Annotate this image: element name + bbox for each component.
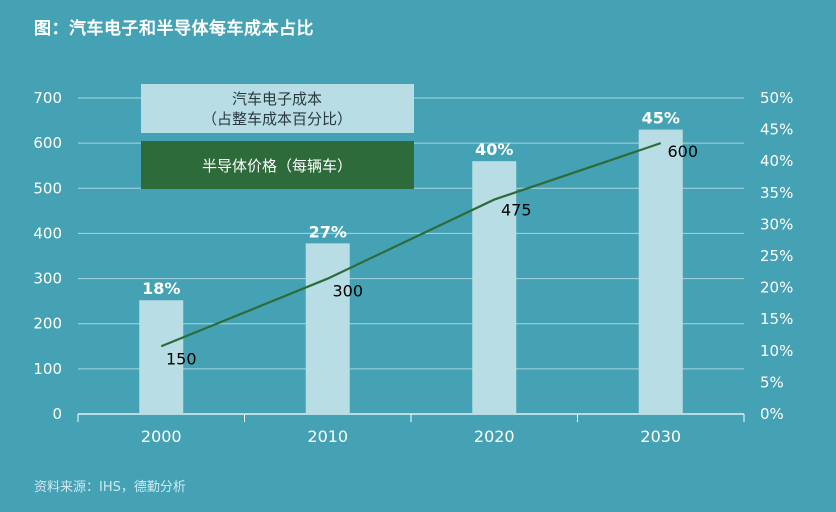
- y-left-tick-label: 700: [33, 89, 62, 107]
- line-series: [160, 142, 662, 348]
- y-right-tick-label: 15%: [760, 310, 793, 328]
- y-right-tick-label: 0%: [760, 405, 784, 423]
- x-tick-label: 2010: [307, 427, 348, 446]
- y-left-tick-label: 500: [33, 179, 62, 197]
- legend-bar-label: 汽车电子成本: [232, 90, 322, 108]
- y-left-tick-label: 200: [33, 315, 62, 333]
- legend-line-label: 半导体价格（每辆车）: [202, 157, 352, 175]
- y-right-tick-label: 10%: [760, 342, 793, 360]
- y-left-tick-label: 100: [33, 360, 62, 378]
- y-right-tick-label: 45%: [760, 121, 793, 139]
- y-right-tick-label: 20%: [760, 279, 793, 297]
- y-left-tick-label: 600: [33, 134, 62, 152]
- x-tick-label: 2000: [141, 427, 182, 446]
- chart-title: 图：汽车电子和半导体每车成本占比: [34, 19, 314, 39]
- source-note: 资料来源：IHS，德勤分析: [34, 480, 186, 495]
- bar-data-label: 27%: [309, 222, 347, 241]
- line-data-label: 300: [332, 282, 363, 301]
- y-right-tick-label: 25%: [760, 247, 793, 265]
- line-data-label: 600: [667, 142, 698, 161]
- bar: [139, 300, 184, 414]
- bar-data-label: 45%: [642, 109, 680, 128]
- y-left-tick-label: 300: [33, 270, 62, 288]
- legend-line-swatch: [141, 141, 414, 189]
- legend-bar-label-sub: （占整车成本百分比）: [202, 110, 352, 128]
- y-left-tick-label: 0: [52, 405, 62, 423]
- y-right-tick-label: 40%: [760, 152, 793, 170]
- y-left-tick-label: 400: [33, 224, 62, 242]
- y-right-tick-label: 50%: [760, 89, 793, 107]
- bar: [305, 243, 350, 414]
- bar-data-label: 40%: [475, 140, 513, 159]
- bar-data-label: 18%: [142, 279, 180, 298]
- bar: [472, 161, 517, 414]
- y-right-tick-label: 5%: [760, 373, 784, 391]
- y-right-tick-label: 35%: [760, 184, 793, 202]
- x-tick-label: 2030: [640, 427, 681, 446]
- bar: [638, 129, 683, 414]
- legend-bar-swatch: [141, 84, 414, 133]
- x-tick-label: 2020: [474, 427, 515, 446]
- line-data-label: 150: [166, 349, 197, 368]
- y-right-tick-label: 30%: [760, 215, 793, 233]
- line-data-label: 475: [501, 201, 532, 220]
